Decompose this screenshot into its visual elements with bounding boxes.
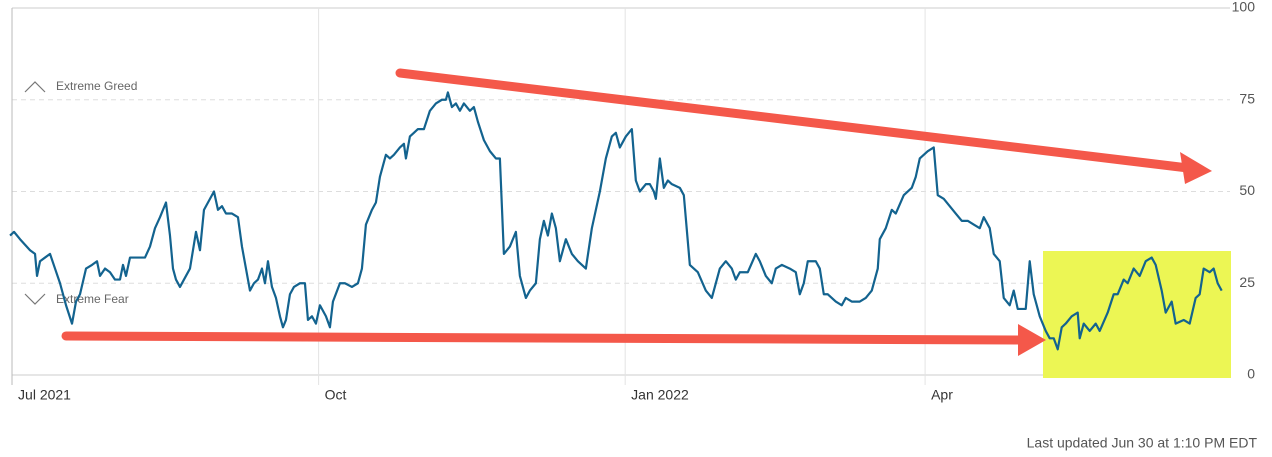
arrow-head [1018, 324, 1046, 356]
y-tick-label: 100 [1232, 0, 1256, 15]
y-tick-label: 25 [1239, 274, 1255, 290]
annotation: Extreme Fear [56, 292, 129, 306]
footer: Last updated Jun 30 at 1:10 PM EDT [1027, 435, 1258, 451]
greed-icon [24, 81, 46, 93]
fear-icon [24, 293, 46, 305]
x-tick-label: Oct [325, 387, 347, 403]
line [9, 91, 1223, 351]
annotation: Extreme Greed [56, 79, 137, 93]
arrow [61, 324, 1046, 356]
x-tick-label: Jul 2021 [18, 387, 71, 403]
plot [9, 91, 1223, 351]
arrow [395, 68, 1212, 184]
y-tick-label: 0 [1247, 366, 1255, 382]
arrow-shaft [61, 331, 1025, 345]
arrow-shaft [395, 68, 1193, 173]
y-tick-label: 75 [1239, 90, 1255, 106]
x-tick-label: Jan 2022 [631, 387, 689, 403]
x-tick-label: Apr [931, 387, 953, 403]
arrow-head [1180, 152, 1212, 184]
y-tick-label: 50 [1239, 182, 1255, 198]
